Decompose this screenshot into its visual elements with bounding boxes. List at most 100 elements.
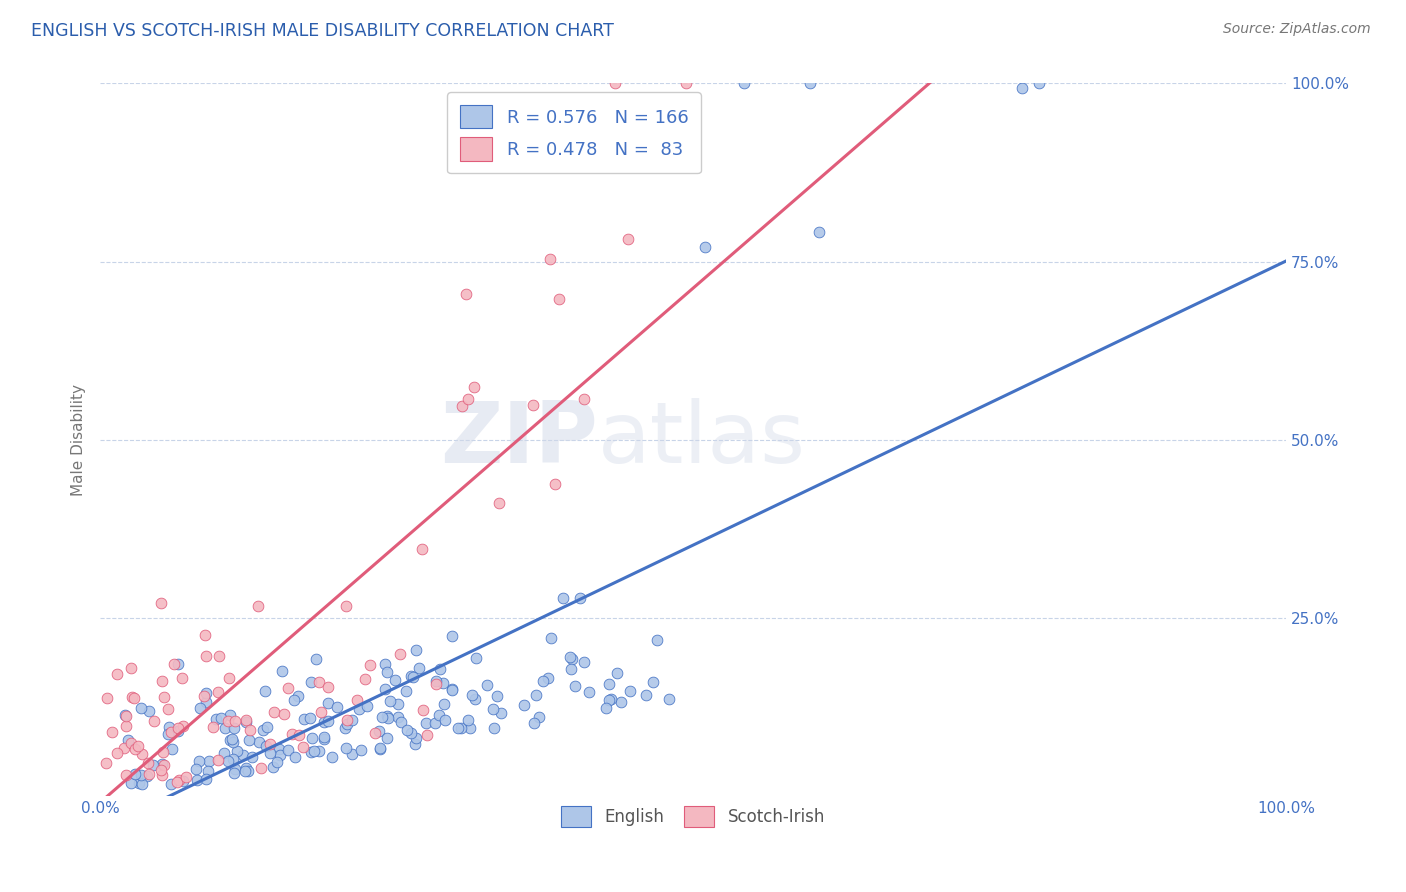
Point xyxy=(287,689,309,703)
Point xyxy=(235,714,257,729)
Point xyxy=(384,673,406,687)
Point xyxy=(482,721,505,735)
Point xyxy=(359,658,381,673)
Point xyxy=(340,713,363,727)
Point xyxy=(281,727,304,741)
Point xyxy=(578,684,600,698)
Point xyxy=(599,692,621,706)
Point xyxy=(371,710,394,724)
Point xyxy=(187,754,209,768)
Point xyxy=(309,706,332,720)
Point xyxy=(401,726,423,740)
Point xyxy=(131,747,153,762)
Point xyxy=(117,733,139,747)
Point xyxy=(222,766,245,780)
Point xyxy=(284,750,307,764)
Point xyxy=(105,746,128,760)
Point xyxy=(308,674,330,689)
Point xyxy=(346,693,368,707)
Point xyxy=(138,705,160,719)
Point xyxy=(336,713,359,727)
Point xyxy=(221,732,243,747)
Point xyxy=(432,675,454,690)
Point xyxy=(321,750,343,764)
Text: atlas: atlas xyxy=(598,398,806,482)
Point xyxy=(808,225,831,239)
Point xyxy=(374,657,396,672)
Point xyxy=(461,688,484,702)
Point xyxy=(247,599,270,613)
Text: ZIP: ZIP xyxy=(440,398,598,482)
Point xyxy=(166,774,188,789)
Point xyxy=(335,599,357,613)
Point xyxy=(160,741,183,756)
Point xyxy=(269,748,291,763)
Point xyxy=(194,772,217,786)
Point xyxy=(299,711,322,725)
Point xyxy=(218,671,240,685)
Point xyxy=(129,701,152,715)
Point xyxy=(529,709,551,723)
Text: Source: ZipAtlas.com: Source: ZipAtlas.com xyxy=(1223,22,1371,37)
Point xyxy=(349,701,371,715)
Point xyxy=(643,675,665,690)
Point xyxy=(610,695,633,709)
Point xyxy=(396,723,419,737)
Point xyxy=(299,745,322,759)
Point xyxy=(222,752,245,766)
Point xyxy=(273,706,295,721)
Point xyxy=(238,764,260,779)
Point xyxy=(207,685,229,699)
Point xyxy=(167,772,190,787)
Point xyxy=(198,755,221,769)
Point xyxy=(292,712,315,726)
Point xyxy=(239,723,262,738)
Point xyxy=(115,709,138,723)
Point xyxy=(569,591,592,605)
Point xyxy=(283,693,305,707)
Point xyxy=(224,721,246,735)
Point xyxy=(544,477,567,491)
Point xyxy=(105,667,128,681)
Point xyxy=(193,628,215,642)
Point xyxy=(96,690,118,705)
Point xyxy=(205,712,228,726)
Point xyxy=(513,698,536,712)
Point xyxy=(172,719,194,733)
Point xyxy=(114,768,136,782)
Point xyxy=(136,756,159,770)
Point xyxy=(548,292,571,306)
Point xyxy=(335,741,357,756)
Point xyxy=(235,714,257,728)
Point xyxy=(446,722,468,736)
Point xyxy=(454,287,477,301)
Point xyxy=(172,773,194,788)
Point xyxy=(156,727,179,741)
Point xyxy=(429,662,451,676)
Point xyxy=(167,657,190,671)
Point xyxy=(531,674,554,689)
Point xyxy=(157,702,180,716)
Point xyxy=(429,707,451,722)
Point xyxy=(411,542,433,557)
Point xyxy=(128,775,150,789)
Point xyxy=(254,739,277,753)
Point xyxy=(425,677,447,691)
Point xyxy=(207,753,229,767)
Point xyxy=(353,672,375,686)
Point xyxy=(194,686,217,700)
Point xyxy=(440,681,463,696)
Point xyxy=(218,733,240,747)
Point xyxy=(647,633,669,648)
Point xyxy=(522,398,544,412)
Point xyxy=(368,741,391,756)
Point xyxy=(457,392,479,407)
Point xyxy=(440,628,463,642)
Point xyxy=(423,716,446,731)
Point xyxy=(336,717,359,731)
Point xyxy=(350,743,373,757)
Point xyxy=(356,699,378,714)
Point xyxy=(481,702,503,716)
Point xyxy=(416,728,439,742)
Point xyxy=(540,631,562,645)
